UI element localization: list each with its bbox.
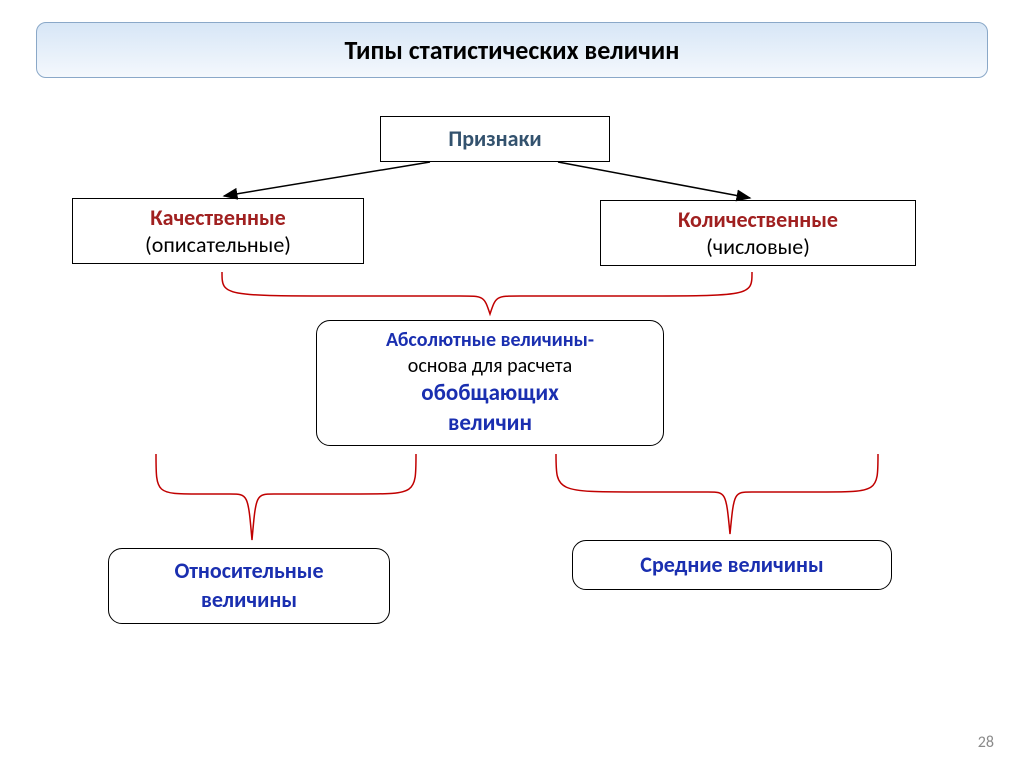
node-qualitative-line1: Качественные [150,204,285,232]
node-qualitative: Качественные (описательные) [72,198,364,264]
node-absolute-line1: Абсолютные величины- [386,327,594,353]
title-bar: Типы статистических величин [36,22,988,78]
node-root: Признаки [380,116,610,162]
node-quantitative-line1: Количественные [678,206,838,234]
node-qualitative-line2: (описательные) [145,231,291,259]
node-absolute-line4: величин [448,409,532,439]
page-number: 28 [978,733,994,752]
node-root-label: Признаки [448,125,541,153]
node-relative-line1: Относительные [174,557,323,586]
node-average-label: Средние величины [640,551,823,580]
brace-top [222,272,752,314]
arrow-root-to-quant [558,162,750,198]
brace-right [556,454,878,534]
node-absolute-line3: обобщающих [421,379,559,409]
arrow-root-to-qual [224,162,430,196]
node-average: Средние величины [572,540,892,590]
node-quantitative: Количественные (числовые) [600,200,916,266]
node-relative-line2: величины [201,586,297,615]
node-absolute: Абсолютные величины- основа для расчета … [316,320,664,446]
brace-left [156,454,416,540]
node-absolute-line2: основа для расчета [408,353,572,379]
node-quantitative-line2: (числовые) [706,233,810,261]
node-relative: Относительные величины [108,548,390,624]
